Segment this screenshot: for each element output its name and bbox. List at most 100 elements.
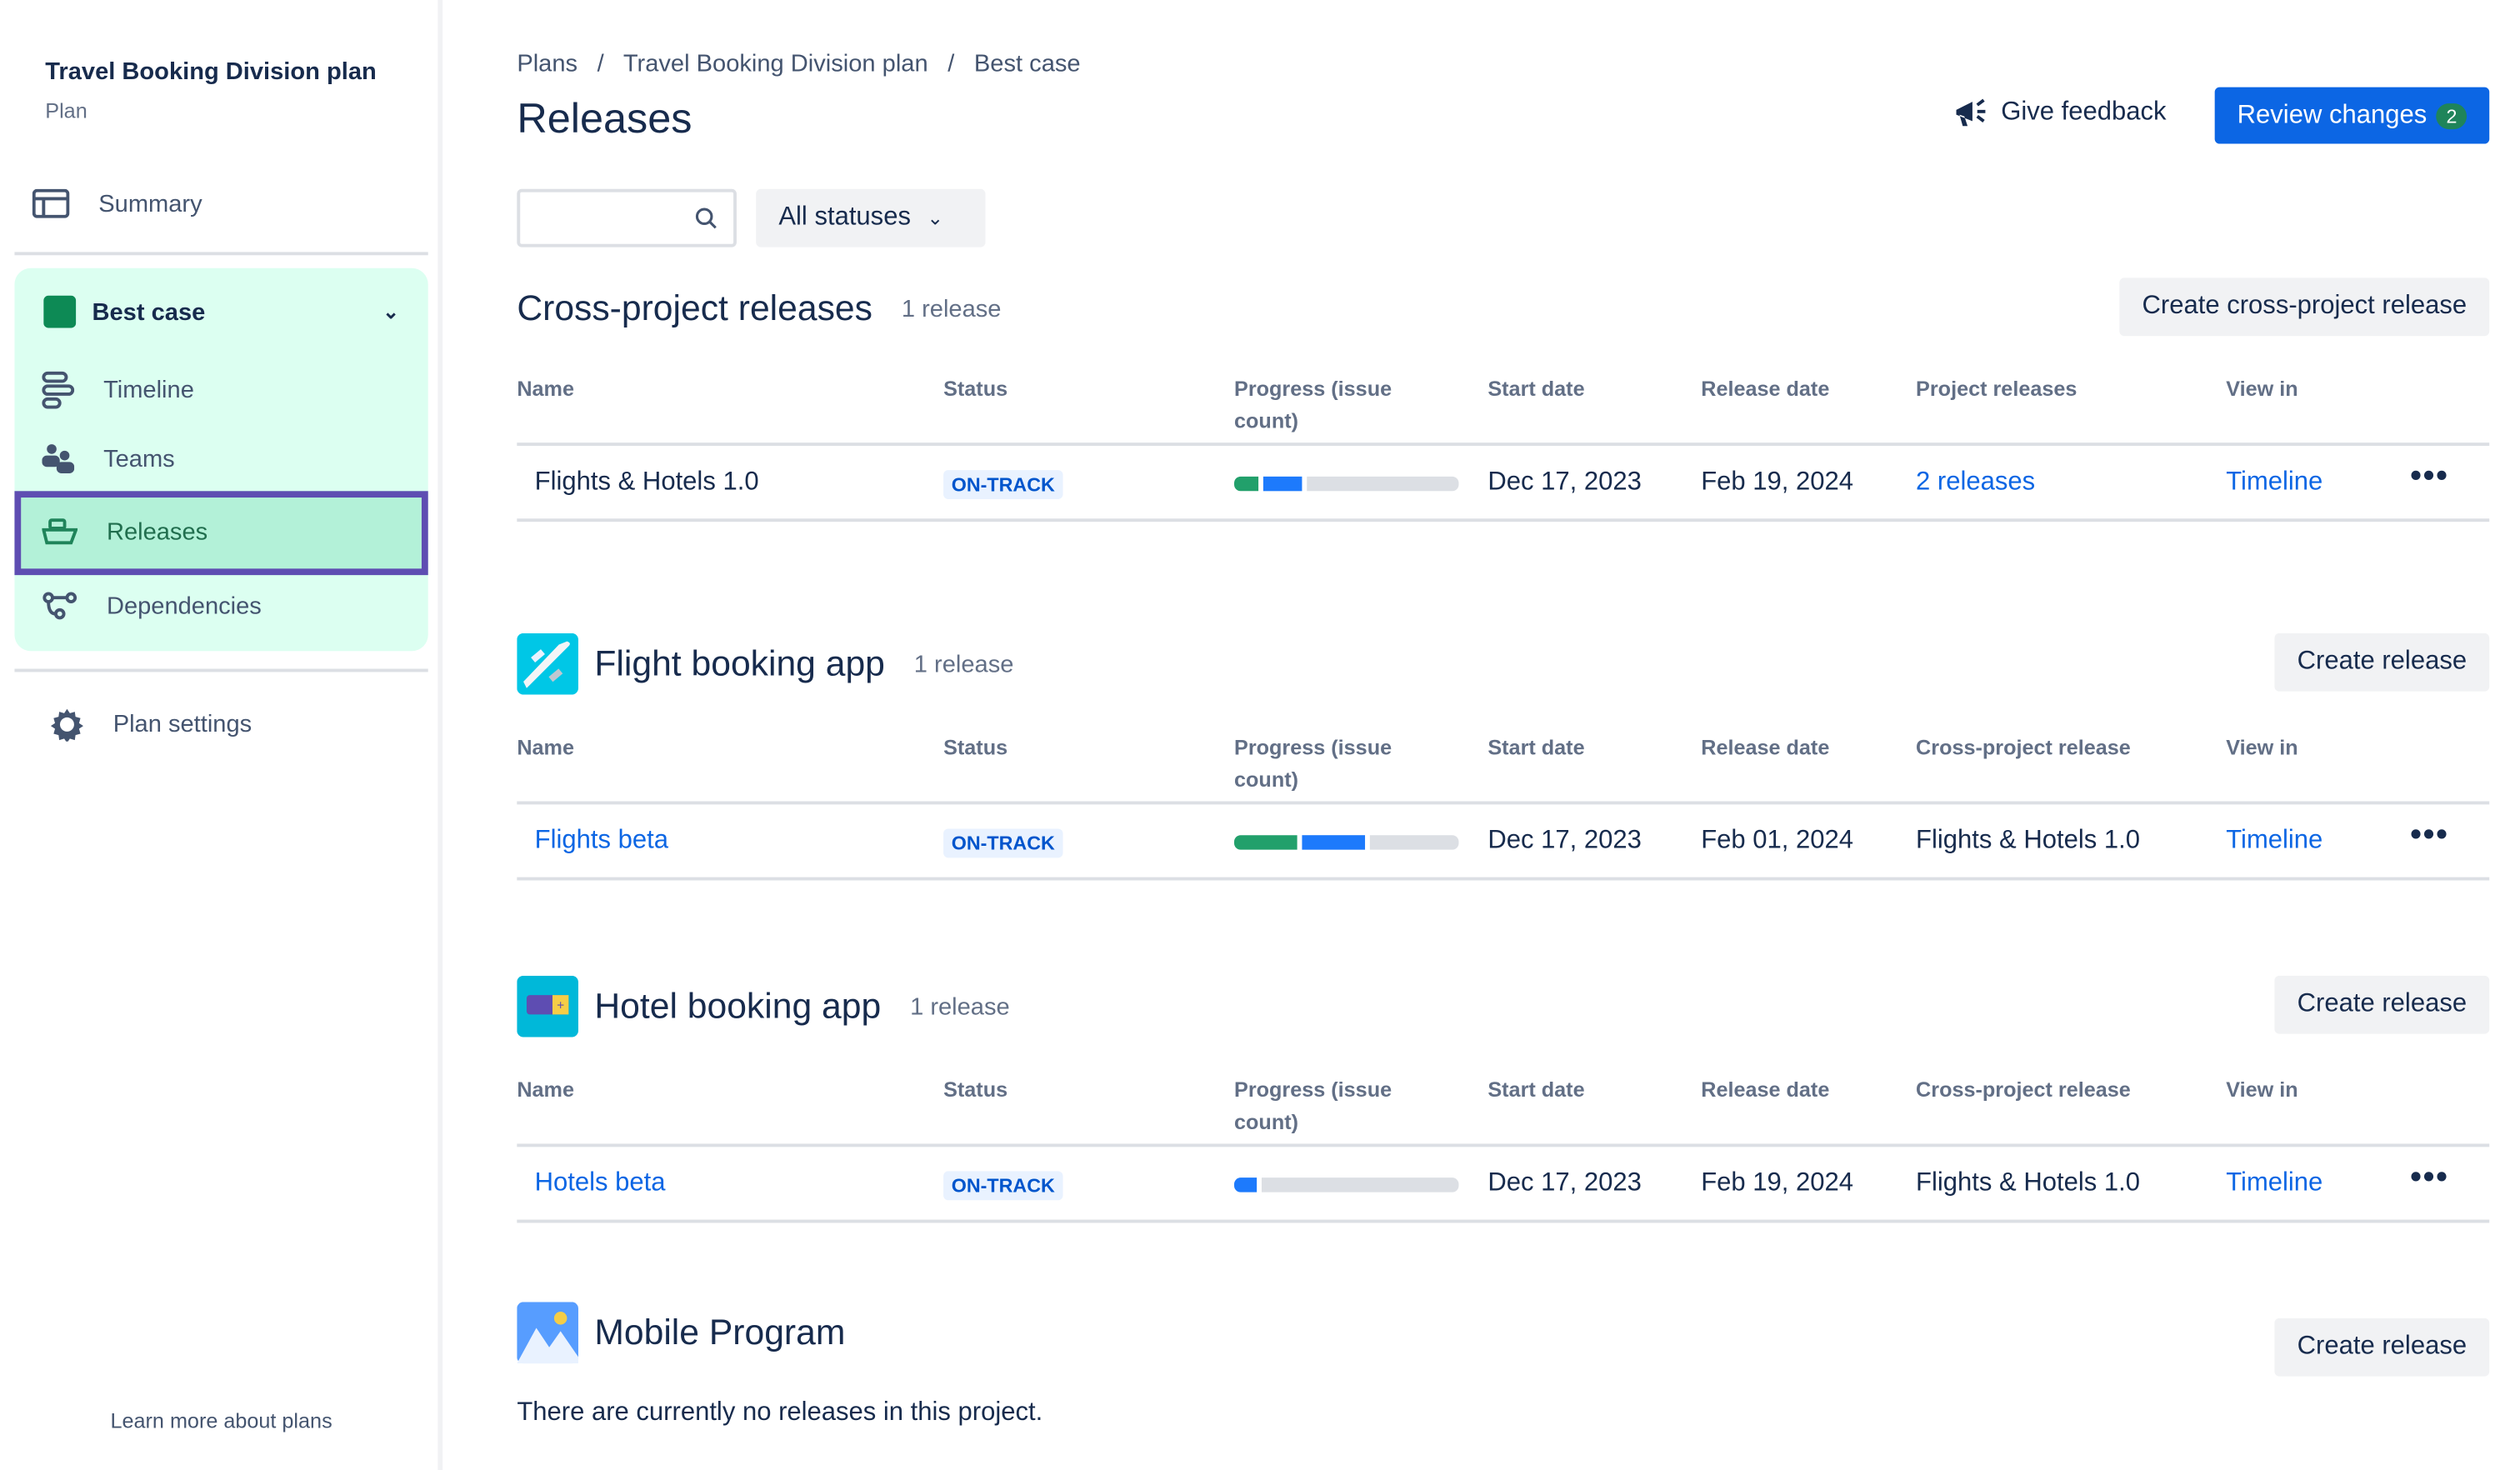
section-header: + Hotel booking app 1 release xyxy=(517,975,1010,1038)
column-header: Start date xyxy=(1488,735,1585,760)
gear-icon xyxy=(50,708,83,742)
release-count: 1 release xyxy=(910,992,1010,1021)
release-name[interactable]: Hotels beta xyxy=(534,1169,666,1198)
breadcrumb-plans[interactable]: Plans xyxy=(517,50,578,78)
divider xyxy=(517,877,2490,881)
create-release-button[interactable]: Create cross-project release xyxy=(2119,278,2490,337)
learn-more-link[interactable]: Learn more about plans xyxy=(110,1408,332,1433)
plan-title: Travel Booking Division plan xyxy=(45,58,377,86)
create-release-button[interactable]: Create release xyxy=(2274,975,2490,1034)
release-date: Feb 01, 2024 xyxy=(1701,827,1854,855)
progress-done xyxy=(1234,476,1259,492)
column-header: Status xyxy=(943,735,1008,760)
progress-in-progress xyxy=(1234,1178,1257,1192)
view-in-timeline-link[interactable]: Timeline xyxy=(2226,1169,2323,1198)
more-actions-icon[interactable]: ••• xyxy=(2410,817,2449,853)
selected-highlight xyxy=(14,491,428,576)
progress-in-progress xyxy=(1302,835,1365,850)
sidebar-item-plan-settings[interactable]: Plan settings xyxy=(50,708,252,742)
status-filter-dropdown[interactable]: All statuses ⌄ xyxy=(756,188,986,248)
view-in-timeline-link[interactable]: Timeline xyxy=(2226,468,2323,497)
progress-bar xyxy=(1234,1178,1459,1192)
timeline-icon xyxy=(42,371,75,409)
progress-bar xyxy=(1234,835,1459,850)
divider xyxy=(517,801,2490,805)
sidebar-item-teams[interactable]: Teams xyxy=(42,442,175,475)
divider xyxy=(517,1219,2490,1223)
column-header: Status xyxy=(943,1077,1008,1102)
release-count: 1 release xyxy=(913,650,1014,678)
start-date: Dec 17, 2023 xyxy=(1488,827,1642,855)
search-icon xyxy=(695,208,717,229)
sidebar-item-summary[interactable]: Summary xyxy=(32,188,202,218)
progress-todo xyxy=(1261,1178,1459,1192)
column-header: Release date xyxy=(1701,1077,1830,1102)
status-badge: ON-TRACK xyxy=(943,828,1063,858)
column-header: View in xyxy=(2226,1077,2298,1102)
related-release: Flights & Hotels 1.0 xyxy=(1916,827,2140,855)
section-title: Mobile Program xyxy=(594,1312,846,1352)
column-header: Progress (issue count) xyxy=(1234,1077,1392,1134)
chevron-down-icon: ⌄ xyxy=(382,300,399,323)
create-release-button[interactable]: Create release xyxy=(2274,1318,2490,1377)
column-header: Start date xyxy=(1488,1077,1585,1102)
divider xyxy=(517,1143,2490,1148)
start-date: Dec 17, 2023 xyxy=(1488,468,1642,497)
ship-icon xyxy=(42,518,78,545)
column-header: Release date xyxy=(1701,735,1830,760)
progress-todo xyxy=(1369,835,1459,850)
column-header: Cross-project release xyxy=(1916,1077,2131,1102)
status-badge: ON-TRACK xyxy=(943,1171,1063,1201)
release-name: Flights & Hotels 1.0 xyxy=(534,468,759,497)
search-input[interactable] xyxy=(517,188,737,248)
more-actions-icon[interactable]: ••• xyxy=(2410,458,2449,495)
progress-bar xyxy=(1234,476,1459,492)
review-count-badge: 2 xyxy=(2436,102,2468,129)
column-header: Cross-project release xyxy=(1916,735,2131,760)
airplane-project-icon xyxy=(517,632,578,695)
start-date: Dec 17, 2023 xyxy=(1488,1169,1642,1198)
column-header: View in xyxy=(2226,735,2298,760)
status-badge: ON-TRACK xyxy=(943,470,1063,499)
column-header: Name xyxy=(517,376,574,401)
section-title: Cross-project releases xyxy=(517,288,872,328)
release-name[interactable]: Flights beta xyxy=(534,827,668,855)
related-release[interactable]: 2 releases xyxy=(1916,468,2036,497)
progress-done xyxy=(1234,835,1298,850)
dependencies-icon xyxy=(42,592,78,620)
page-title: Releases xyxy=(517,93,692,142)
column-header: Release date xyxy=(1701,376,1830,401)
column-header: Start date xyxy=(1488,376,1585,401)
column-header: Status xyxy=(943,376,1008,401)
review-changes-button[interactable]: Review changes 2 xyxy=(2214,87,2490,144)
divider xyxy=(517,518,2490,522)
column-header: Progress (issue count) xyxy=(1234,376,1392,433)
empty-state-text: There are currently no releases in this … xyxy=(517,1398,1043,1427)
megaphone-icon xyxy=(1955,98,1985,127)
breadcrumb-scenario[interactable]: Best case xyxy=(973,50,1081,78)
progress-todo xyxy=(1307,476,1459,492)
sidebar: Travel Booking Division plan Plan Summar… xyxy=(0,0,443,1470)
breadcrumb: Plans / Travel Booking Division plan / B… xyxy=(517,50,1081,78)
section-title: Flight booking app xyxy=(594,642,885,683)
sidebar-item-timeline[interactable]: Timeline xyxy=(42,370,194,409)
breadcrumb-plan[interactable]: Travel Booking Division plan xyxy=(622,50,928,78)
section-header: Cross-project releases 1 release xyxy=(517,288,1001,329)
divider xyxy=(14,668,428,672)
section-title: Hotel booking app xyxy=(594,985,882,1026)
scenario-group xyxy=(14,268,428,652)
more-actions-icon[interactable]: ••• xyxy=(2410,1159,2449,1196)
related-release: Flights & Hotels 1.0 xyxy=(1916,1169,2140,1198)
column-header: Name xyxy=(517,1077,574,1102)
sidebar-item-dependencies[interactable]: Dependencies xyxy=(42,591,262,620)
summary-icon xyxy=(32,188,70,218)
release-date: Feb 19, 2024 xyxy=(1701,468,1854,497)
create-release-button[interactable]: Create release xyxy=(2274,632,2490,692)
give-feedback-button[interactable]: Give feedback xyxy=(1952,97,2167,129)
sidebar-item-releases[interactable]: Releases xyxy=(42,517,208,546)
release-count: 1 release xyxy=(901,294,1002,322)
view-in-timeline-link[interactable]: Timeline xyxy=(2226,827,2323,855)
column-header: Progress (issue count) xyxy=(1234,735,1392,792)
plan-subtitle: Plan xyxy=(45,98,88,123)
scenario-selector[interactable]: Best case ⌄ xyxy=(43,295,399,328)
